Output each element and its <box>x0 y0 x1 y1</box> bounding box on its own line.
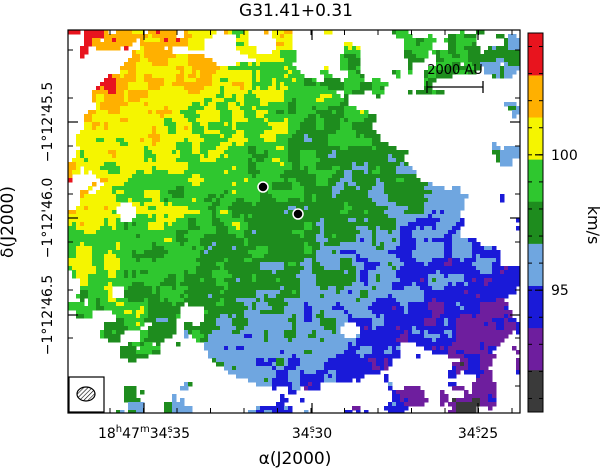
colorbar-tick-label: 100 <box>551 148 578 164</box>
colorbar-segment <box>528 201 543 244</box>
x-tick-label: 18h47m34s.35 <box>98 424 190 442</box>
colorbar-segment <box>528 33 543 76</box>
colorbar: 100 95 <box>527 32 578 413</box>
colorbar-segment <box>528 159 543 202</box>
source-marker-core-1 <box>257 181 269 193</box>
x-tick-label: 34s.25 <box>458 424 498 442</box>
plot-frame <box>67 29 521 414</box>
y-tick-label: −1°12'46.5 <box>40 275 56 355</box>
y-tick-label: −1°12'45.5 <box>40 82 56 162</box>
colorbar-segment <box>528 243 543 286</box>
y-axis-label: δ(J2000) <box>0 186 18 258</box>
colorbar-segment <box>528 285 543 329</box>
chart-title: G31.41+0.31 <box>239 1 353 21</box>
scale-bar: 2000 AU <box>426 63 484 93</box>
beam-indicator <box>68 376 105 413</box>
source-marker-core-2 <box>292 208 304 220</box>
colorbar-segment <box>528 327 543 371</box>
colorbar-segment <box>528 369 543 413</box>
colorbar-tick-label: 95 <box>551 283 569 299</box>
colorbar-label: km/s <box>584 206 602 245</box>
scale-bar-label: 2000 AU <box>427 63 483 78</box>
source-markers <box>257 181 304 220</box>
velocity-map <box>68 30 520 413</box>
y-tick-label: −1°12'46.0 <box>40 178 56 258</box>
axis-ticks: 18h47m34s.35 34s.30 34s.25 −1°12'45.5 −1°12'… <box>40 30 520 442</box>
colorbar-segment <box>528 117 543 160</box>
x-tick-label: 34s.30 <box>292 424 332 442</box>
x-axis-label: α(J2000) <box>259 449 332 469</box>
colorbar-segment <box>528 75 543 118</box>
